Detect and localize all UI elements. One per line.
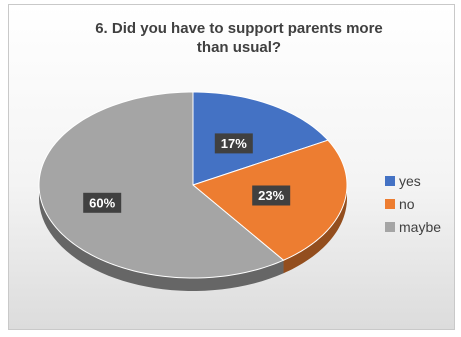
data-label-box-maybe [83,192,122,213]
legend-swatch-yes [385,175,395,186]
data-label-yes: 17% [214,133,253,154]
data-label-no: 23% [252,185,291,206]
pie-side-no [283,185,347,274]
chart-title-line-1: 6. Did you have to support parents more [95,20,383,37]
chart-area: 6. Did you have to support parents more … [8,4,455,330]
legend-label-maybe: maybe [399,218,442,235]
legend-item-maybe: maybe [385,215,441,238]
legend-swatch-no [385,198,395,209]
data-label-text-maybe: 60% [89,195,115,210]
legend-item-yes: yes [385,169,441,192]
data-label-text-no: 23% [258,188,284,203]
pie-side-maybe [39,185,284,291]
data-label-maybe: 60% [83,192,122,213]
data-label-text-yes: 17% [221,136,247,151]
data-label-box-yes [214,133,253,154]
legend-item-no: no [385,192,441,215]
data-label-box-no [252,185,291,206]
chart-title-line-2: than usual? [196,39,282,56]
legend-swatch-maybe [385,221,395,232]
legend-label-no: no [399,195,415,212]
pie-chart: 17% 23% 60% [38,91,348,291]
legend: yes no maybe [385,169,441,238]
chart-title: 6. Did you have to support parents more … [49,19,429,57]
pie-slice-maybe [38,91,285,279]
pie-slice-yes [192,91,329,186]
legend-label-yes: yes [399,172,421,189]
